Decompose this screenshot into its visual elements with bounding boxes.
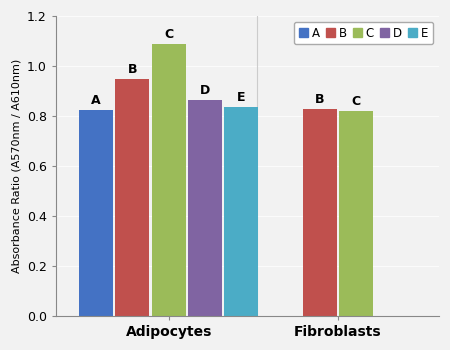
Legend: A, B, C, D, E: A, B, C, D, E [294, 22, 433, 44]
Text: D: D [200, 84, 210, 97]
Bar [225, 106, 258, 316]
Text: C: C [351, 94, 361, 107]
Y-axis label: Absorbance Ratio (A570nm / A610nm): Absorbance Ratio (A570nm / A610nm) [11, 59, 21, 273]
Bar [339, 111, 373, 316]
Bar [188, 100, 222, 316]
Text: B: B [128, 63, 137, 76]
Bar [303, 109, 337, 316]
Bar [79, 110, 113, 316]
Text: E: E [237, 91, 246, 104]
Text: C: C [164, 28, 173, 41]
Bar [116, 78, 149, 316]
Bar [152, 44, 185, 316]
Text: B: B [315, 93, 324, 106]
Text: A: A [91, 94, 101, 107]
